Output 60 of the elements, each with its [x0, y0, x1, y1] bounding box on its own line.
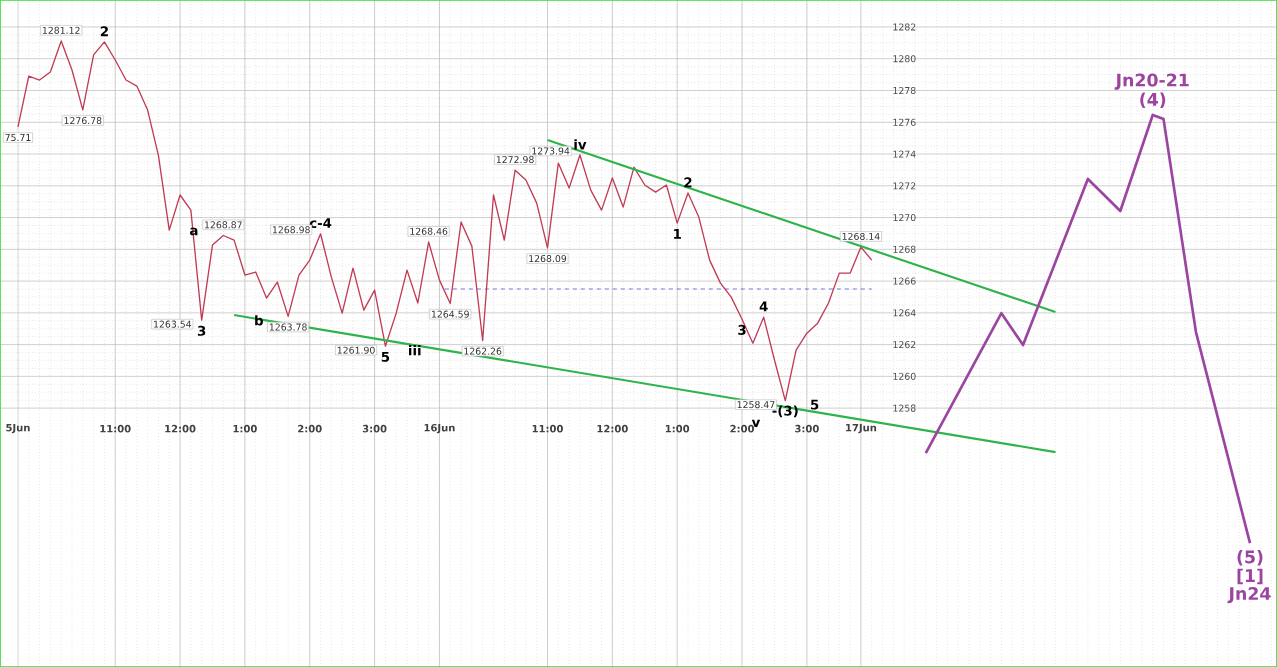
x-tick-label: 17Jun — [846, 424, 877, 434]
x-tick-label: 12:00 — [597, 424, 628, 433]
y-tick-label: 1270 — [893, 214, 916, 222]
annotation: 2 — [100, 26, 108, 37]
x-tick-label: 5Jun — [6, 424, 30, 434]
annotation: 1281.12 — [42, 26, 80, 34]
x-tick-label: 16Jun — [424, 423, 455, 434]
annotation: 1 — [674, 228, 681, 239]
annotation: Jn24 — [1227, 586, 1271, 604]
y-tick-label: 1278 — [893, 86, 916, 95]
annotation: [1] — [1237, 568, 1263, 585]
x-tick-label: 12:00 — [165, 424, 196, 433]
annotation: 1268.98 — [272, 226, 310, 234]
annotation: 1268.14 — [842, 232, 880, 240]
annotation: 1272.98 — [496, 156, 534, 164]
annotation: 4 — [759, 301, 768, 312]
annotation: 5 — [381, 351, 390, 362]
line-series — [924, 113, 1252, 545]
y-tick-label: 1272 — [893, 182, 916, 190]
annotation: 1261.90 — [337, 346, 375, 354]
annotation: 1276.78 — [64, 117, 102, 125]
y-tick-label: 1264 — [893, 309, 916, 317]
annotation: a — [190, 227, 198, 236]
x-tick-label: 2:00 — [730, 424, 755, 433]
y-tick-label: 1274 — [893, 150, 916, 158]
x-tick-label: 11:00 — [100, 424, 131, 433]
x-tick-label: 11:00 — [532, 424, 563, 433]
annotation: 1273.94 — [532, 147, 570, 155]
annotation: iv — [574, 139, 587, 150]
annotation: v — [751, 419, 761, 427]
y-tick-label: 1282 — [893, 23, 916, 31]
y-tick-label: 1258 — [893, 404, 916, 412]
annotation: 2 — [684, 177, 692, 188]
annotation: (4) — [1140, 92, 1166, 109]
annotation: c-4 — [309, 218, 332, 229]
annotation: Jn20-21 — [1114, 73, 1189, 90]
annotation: 1263.54 — [154, 320, 192, 328]
x-tick-label: 2:00 — [298, 424, 322, 433]
x-tick-label: 3:00 — [795, 424, 819, 433]
y-tick-label: 1276 — [893, 118, 916, 126]
annotation: 1263.78 — [269, 323, 307, 331]
annotation: iii — [409, 345, 421, 356]
annotation: 1268.46 — [410, 227, 448, 235]
annotation: 1262.26 — [464, 347, 502, 355]
y-tick-label: 1260 — [893, 372, 916, 380]
y-tick-label: 1268 — [893, 245, 916, 253]
annotation: 1268.09 — [529, 255, 567, 263]
annotation: (5) — [1237, 550, 1263, 566]
annotation: 5 — [810, 399, 819, 410]
x-tick-label: 1:00 — [233, 424, 257, 433]
y-tick-label: 1262 — [893, 341, 916, 349]
annotation: 1268.87 — [205, 221, 242, 229]
annotation: 3 — [738, 324, 746, 335]
annotation: 3 — [197, 325, 206, 336]
x-tick-label: 3:00 — [362, 424, 387, 433]
annotation: 1264.59 — [431, 310, 469, 318]
y-tick-label: 1280 — [893, 55, 916, 63]
annotation: 75.71 — [5, 134, 31, 142]
x-tick-label: 1:00 — [665, 424, 690, 433]
y-tick-label: 1266 — [893, 277, 916, 285]
